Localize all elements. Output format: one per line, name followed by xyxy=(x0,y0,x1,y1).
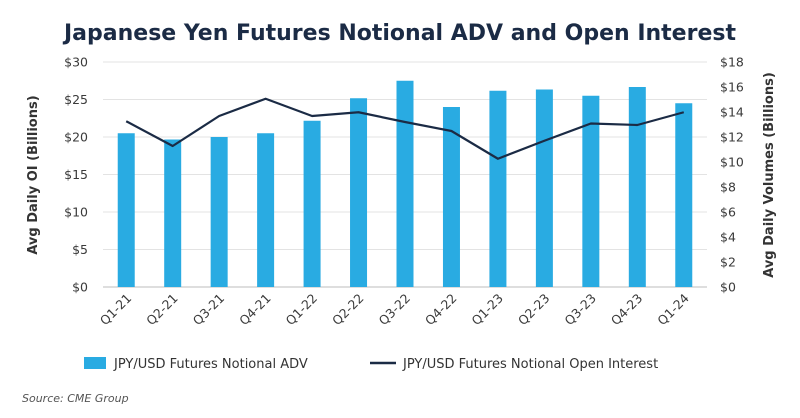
x-tick-label: Q3-21 xyxy=(190,291,228,329)
adv-bar xyxy=(350,98,368,287)
x-axis-ticks: Q1-21 Q2-21 Q3-21 Q4-21 Q1-22 Q2-22 Q3-22 Q4-22… xyxy=(97,290,692,328)
left-axis-title: Avg Daily OI (Billions) xyxy=(26,95,41,254)
adv-bar xyxy=(489,90,507,287)
x-tick-label: Q4-22 xyxy=(422,291,460,329)
x-tick-label: Q2-21 xyxy=(143,291,181,329)
legend-label-oi: JPY/USD Futures Notional Open Interest xyxy=(402,357,658,372)
x-tick-label: Q3-22 xyxy=(375,291,413,329)
right-tick-label: $0 xyxy=(720,280,736,295)
source-note: Source: CME Group xyxy=(22,392,129,405)
left-tick-label: $5 xyxy=(72,242,88,257)
x-tick-label: Q2-22 xyxy=(329,291,367,329)
adv-bar xyxy=(210,137,228,287)
x-tick-label: Q1-23 xyxy=(468,291,506,329)
right-tick-label: $16 xyxy=(720,80,744,95)
right-tick-label: $6 xyxy=(720,205,736,220)
legend: JPY/USD Futures Notional ADV JPY/USD Fut… xyxy=(84,357,658,372)
left-axis-ticks: $0 $5 $10 $15 $20 $25 $30 xyxy=(64,55,88,295)
adv-bar xyxy=(628,87,646,287)
legend-bar-swatch xyxy=(84,357,106,369)
left-tick-label: $25 xyxy=(64,92,88,107)
right-tick-label: $18 xyxy=(720,55,744,70)
legend-label-adv: JPY/USD Futures Notional ADV xyxy=(113,357,308,372)
adv-bar xyxy=(442,107,460,287)
oi-line xyxy=(125,97,685,160)
x-tick-label: Q1-21 xyxy=(97,291,135,329)
x-tick-label: Q2-23 xyxy=(515,291,553,329)
right-tick-label: $8 xyxy=(720,180,736,195)
adv-bar xyxy=(396,80,414,287)
right-tick-label: $10 xyxy=(720,155,744,170)
left-tick-label: $15 xyxy=(64,167,88,182)
right-tick-label: $2 xyxy=(720,255,736,270)
adv-bar xyxy=(535,89,553,287)
right-tick-label: $14 xyxy=(720,105,744,120)
adv-bar xyxy=(257,133,275,287)
adv-bar xyxy=(117,133,135,287)
right-tick-label: $12 xyxy=(720,130,744,145)
x-tick-label: Q1-24 xyxy=(654,290,692,328)
adv-bar xyxy=(675,103,693,287)
x-tick-label: Q3-23 xyxy=(561,291,599,329)
x-tick-label: Q4-21 xyxy=(236,291,274,329)
left-tick-label: $10 xyxy=(64,205,88,220)
adv-bars xyxy=(117,80,693,287)
x-tick-label: Q4-23 xyxy=(608,291,646,329)
adv-bar xyxy=(303,120,321,287)
x-tick-label: Q1-22 xyxy=(283,291,321,329)
left-tick-label: $20 xyxy=(64,130,88,145)
right-axis-ticks: $0 $2 $4 $6 $8 $10 $12 $14 $16 $18 xyxy=(720,55,744,295)
left-tick-label: $0 xyxy=(72,280,88,295)
chart-title: Japanese Yen Futures Notional ADV and Op… xyxy=(62,21,736,46)
right-tick-label: $4 xyxy=(720,230,736,245)
adv-bar xyxy=(164,139,182,287)
adv-bar xyxy=(582,95,600,287)
left-tick-label: $30 xyxy=(64,55,88,70)
right-axis-title: Avg Daily Volumes (Billions) xyxy=(762,72,777,278)
